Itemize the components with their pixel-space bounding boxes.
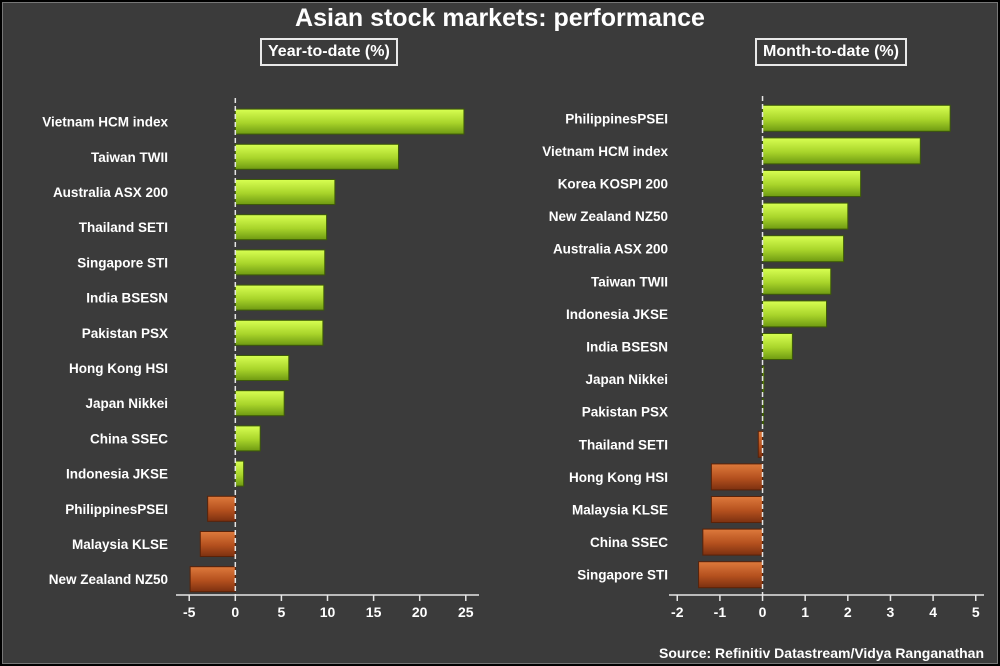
ytd-x-tick-label: 15 (366, 604, 382, 620)
ytd-category-label: Australia ASX 200 (53, 185, 168, 200)
mtd-bar (762, 300, 828, 328)
mtd-category-label: Australia ASX 200 (553, 242, 668, 257)
ytd-bar (234, 284, 325, 311)
mtd-category-label: Vietnam HCM index (542, 144, 668, 159)
mtd-category-label: Singapore STI (577, 568, 668, 583)
ytd-bar (234, 425, 261, 452)
mtd-category-label: China SSEC (590, 535, 668, 550)
mtd-category-label: Malaysia KLSE (572, 503, 668, 518)
ytd-category-label: New Zealand NZ50 (49, 572, 168, 587)
mtd-bar (762, 202, 849, 230)
ytd-category-label: Pakistan PSX (82, 326, 168, 341)
ytd-category-label: Malaysia KLSE (72, 537, 168, 552)
ytd-bar (234, 460, 245, 487)
ytd-category-label: Vietnam HCM index (42, 115, 168, 130)
mtd-bar (762, 267, 832, 295)
mtd-bar (762, 137, 921, 165)
ytd-x-tick-label: 10 (320, 604, 336, 620)
ytd-x-tick-label: 20 (412, 604, 428, 620)
mtd-x-tick-label: 5 (972, 604, 980, 620)
ytd-category-label: Thailand SETI (79, 220, 168, 235)
mtd-bar (762, 104, 951, 132)
mtd-category-label: Thailand SETI (579, 437, 668, 452)
ytd-x-tick-label: -5 (183, 604, 196, 620)
ytd-category-label: PhilippinesPSEI (65, 502, 168, 517)
mtd-category-label: Japan Nikkei (585, 372, 668, 387)
mtd-bar (762, 170, 862, 197)
mtd-x-tick-label: 3 (887, 604, 895, 620)
mtd-x-tick-label: 2 (844, 604, 852, 620)
mtd-category-label: Hong Kong HSI (569, 470, 668, 485)
mtd-category-label: New Zealand NZ50 (549, 209, 668, 224)
mtd-category-label: Pakistan PSX (582, 405, 668, 420)
ytd-category-label: China SSEC (90, 431, 168, 446)
mtd-x-tick-label: 0 (759, 604, 767, 620)
ytd-bar (234, 355, 290, 381)
mtd-panel: PhilippinesPSEI Vietnam HCM index Korea KO… (542, 96, 984, 620)
mtd-category-label: Taiwan TWII (591, 274, 668, 289)
ytd-bar (207, 495, 236, 522)
mtd-category-label: India BSESN (586, 340, 668, 355)
mtd-x-tick-label: -1 (714, 604, 727, 620)
ytd-bar (234, 249, 326, 276)
ytd-category-label: Indonesia JKSE (66, 467, 168, 482)
mtd-x-tick-label: 1 (801, 604, 809, 620)
mtd-panel-title: Month-to-date (%) (755, 38, 907, 66)
ytd-bar (199, 531, 236, 557)
ytd-category-label: India BSESN (86, 291, 168, 306)
ytd-bar (234, 319, 324, 346)
ytd-bar (234, 108, 465, 135)
mtd-bar (710, 463, 764, 491)
ytd-category-label: Singapore STI (77, 255, 168, 270)
source-note: Source: Refinitiv Datastream/Vidya Ranga… (659, 645, 984, 661)
mtd-bar (762, 235, 845, 263)
ytd-bar (234, 214, 328, 241)
mtd-category-label: Korea KOSPI 200 (558, 177, 668, 192)
mtd-bar (702, 528, 764, 556)
mtd-category-label: PhilippinesPSEI (565, 111, 668, 126)
ytd-x-tick-label: 25 (458, 604, 474, 620)
ytd-bar (234, 390, 285, 417)
mtd-x-tick-label: -2 (671, 604, 684, 620)
ytd-category-label: Hong Kong HSI (69, 361, 168, 376)
mtd-bar (762, 333, 793, 360)
chart-title: Asian stock markets: performance (295, 4, 705, 32)
ytd-bar (234, 143, 399, 170)
mtd-bar (710, 496, 764, 523)
mtd-bar (698, 561, 764, 589)
ytd-bar (234, 179, 336, 205)
mtd-x-tick-label: 4 (929, 604, 937, 620)
ytd-x-tick-label: 0 (231, 604, 239, 620)
ytd-panel: Vietnam HCM index Taiwan TWII Australia AS… (42, 98, 479, 620)
ytd-bar (189, 566, 236, 593)
ytd-category-label: Japan Nikkei (85, 396, 168, 411)
ytd-panel-title: Year-to-date (%) (260, 38, 398, 66)
ytd-category-label: Taiwan TWII (91, 150, 168, 165)
ytd-x-tick-label: 5 (278, 604, 286, 620)
mtd-category-label: Indonesia JKSE (566, 307, 668, 322)
